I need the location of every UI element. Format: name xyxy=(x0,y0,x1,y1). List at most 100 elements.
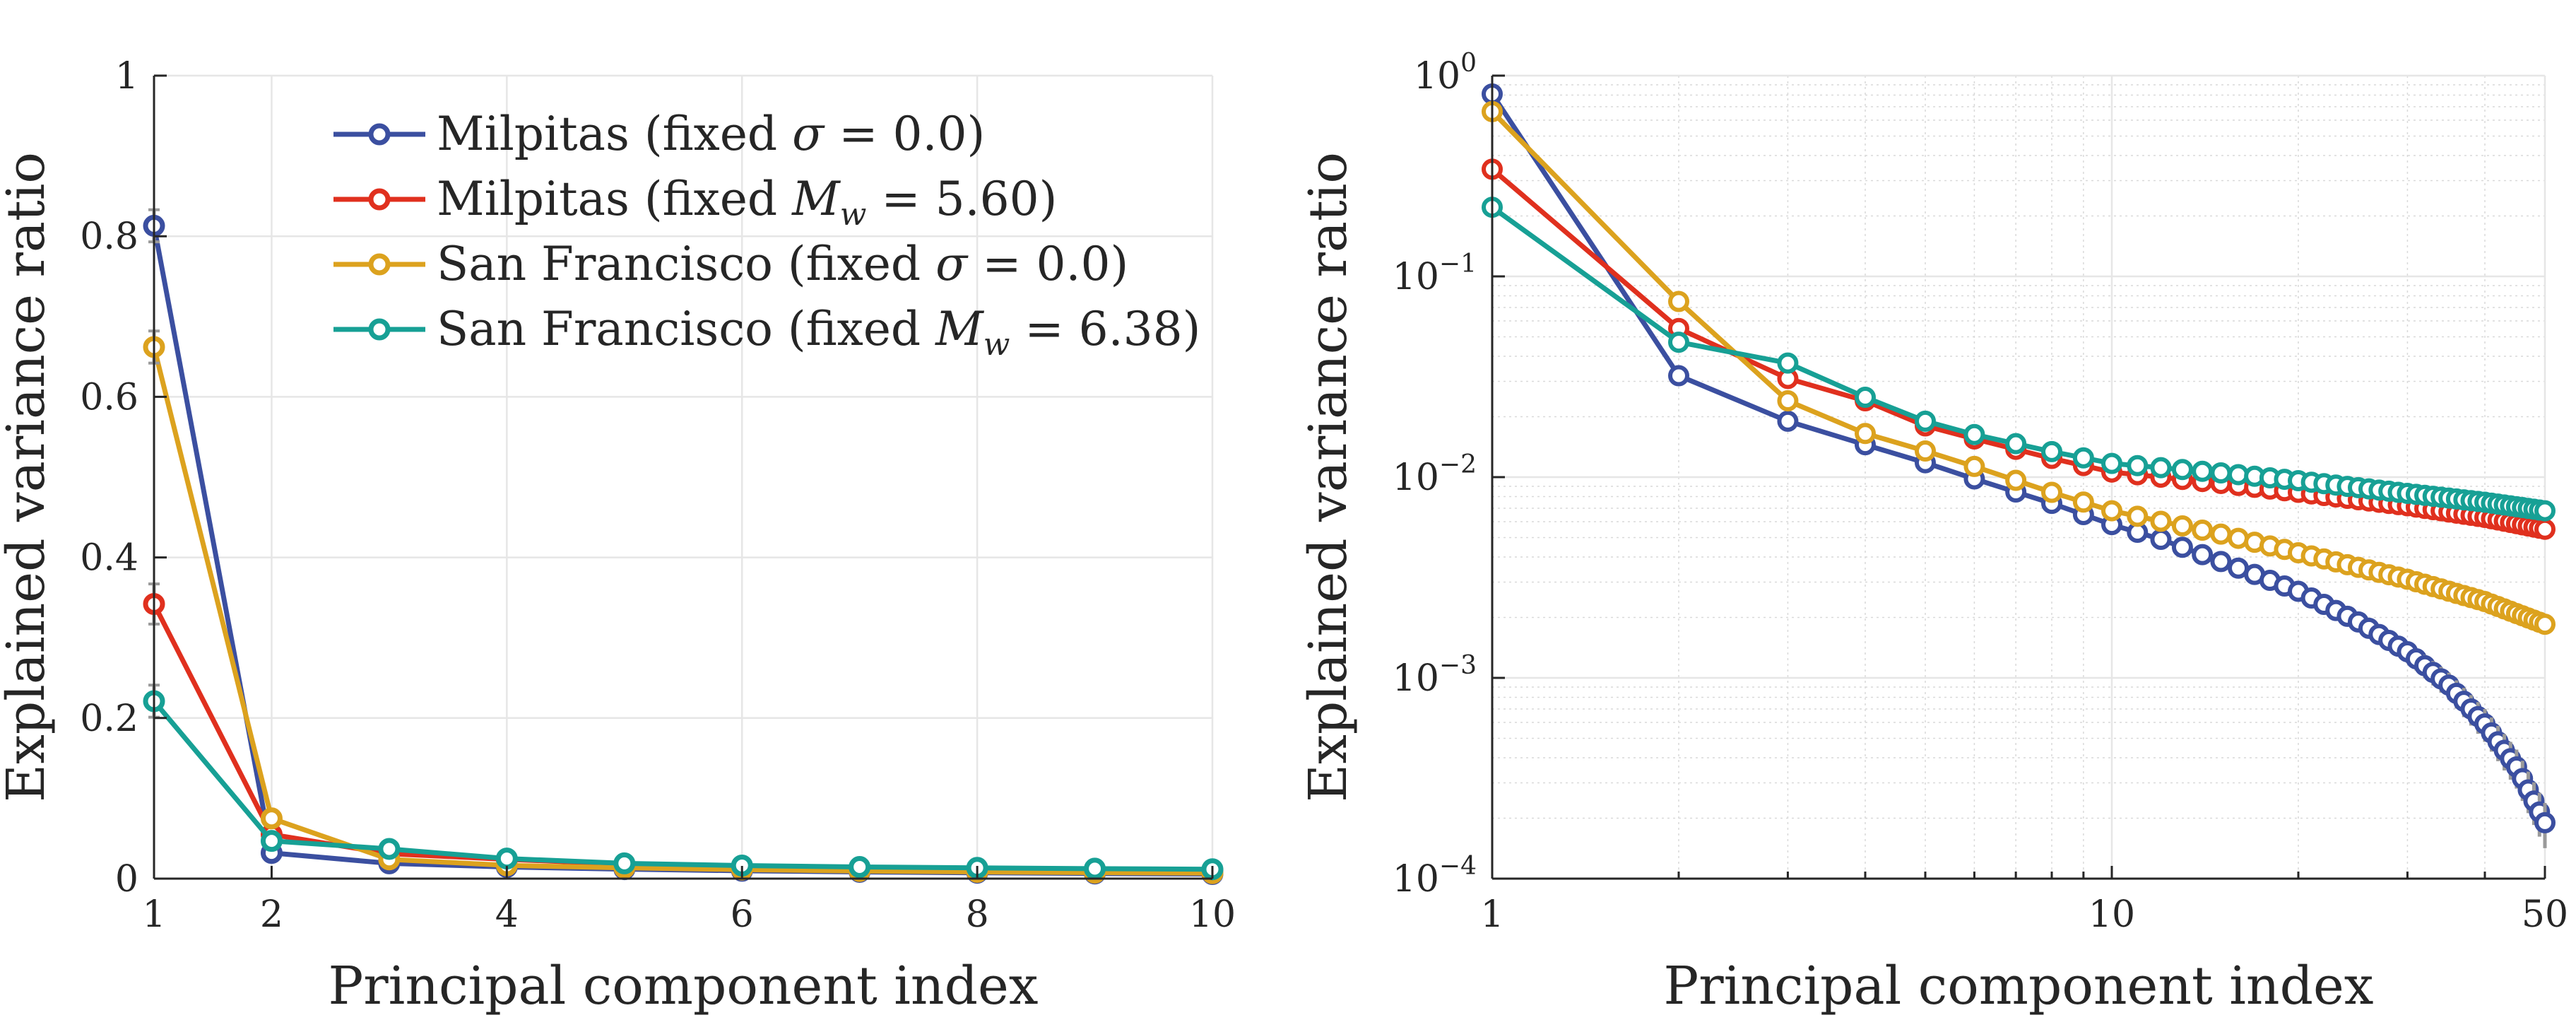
legend-marker xyxy=(368,253,391,276)
left-x-tick-label: 6 xyxy=(731,893,754,936)
right-y-tick-label: 10−1 xyxy=(1393,250,1477,298)
right-data-point xyxy=(1963,423,1985,445)
right-y-tick-label-exponent: −2 xyxy=(1439,450,1477,479)
right-y-tick-label: 10−4 xyxy=(1393,852,1477,901)
right-data-point xyxy=(1668,365,1690,387)
right-data-point xyxy=(1668,291,1690,312)
right-data-point xyxy=(2171,515,2193,537)
right-y-tick-label-base: 10 xyxy=(1393,858,1439,901)
right-data-point xyxy=(1963,455,1985,477)
legend-math-variable: σ xyxy=(792,107,825,161)
right-y-tick-label: 10−3 xyxy=(1393,651,1477,700)
right-data-point xyxy=(2150,528,2172,550)
left-x-tick-label: 10 xyxy=(1189,893,1236,936)
left-x-tick-label: 4 xyxy=(495,893,519,936)
left-data-point xyxy=(378,838,401,860)
left-x-tick-label: 1 xyxy=(142,893,165,936)
left-y-tick-label: 0.8 xyxy=(80,216,138,258)
left-series-line xyxy=(151,346,1213,876)
legend-text-part: San Francisco (fixed xyxy=(437,237,935,291)
left-ticks: 1 2 4 6 8 10 0 0.2 0.4 0.6 0.8 1 xyxy=(80,55,1236,936)
left-y-tick-label: 0 xyxy=(115,858,138,901)
right-data-point xyxy=(2072,447,2094,469)
right-data-point xyxy=(2210,462,2232,483)
right-y-tick-label-base: 10 xyxy=(1393,256,1439,298)
legend-text-part: = 0.0) xyxy=(824,107,985,161)
left-plot: 1 2 4 6 8 10 0 0.2 0.4 0.6 0.8 1 Principal componen… xyxy=(0,55,1236,1016)
right-series-line xyxy=(1490,205,2546,514)
right-y-tick-label-exponent: 0 xyxy=(1460,49,1477,78)
right-data-point xyxy=(1777,390,1799,412)
right-y-tick-label-base: 10 xyxy=(1393,457,1439,499)
left-data-point xyxy=(1084,857,1106,880)
legend-marker xyxy=(368,188,391,211)
left-x-axis-label: Principal component index xyxy=(329,956,1039,1016)
legend-entry-label: Milpitas (fixed σ = 0.0) xyxy=(437,107,985,161)
right-series-line xyxy=(1490,110,2546,627)
left-x-tick-label: 2 xyxy=(260,893,283,936)
right-data-point xyxy=(1855,386,1877,408)
left-data-point xyxy=(260,830,283,852)
legend-marker xyxy=(368,318,391,341)
legend-marker xyxy=(368,123,391,146)
right-data-point xyxy=(1914,440,1936,462)
right-data-point xyxy=(2210,551,2232,573)
legend-math-variable: σ xyxy=(935,237,969,291)
right-x-tick-label: 50 xyxy=(2522,893,2568,936)
left-y-tick-label: 0.4 xyxy=(80,537,138,580)
right-data-point xyxy=(2150,510,2172,532)
right-y-tick-label: 10−2 xyxy=(1393,450,1477,499)
right-data-point xyxy=(2127,505,2149,527)
legend-math-subscript: w xyxy=(840,197,867,233)
right-y-tick-label-base: 10 xyxy=(1393,657,1439,700)
right-data-point xyxy=(2101,500,2123,522)
legend-text-part: = 6.38) xyxy=(1010,302,1200,356)
right-data-point xyxy=(2005,433,2027,455)
right-data-point xyxy=(1777,352,1799,374)
right-data-point xyxy=(2041,481,2063,503)
left-y-tick-label: 1 xyxy=(115,55,138,98)
right-data-point xyxy=(1777,410,1799,432)
right-data-point xyxy=(1914,410,1936,432)
legend-entry-label: Milpitas (fixed Mw = 5.60) xyxy=(437,172,1057,233)
legend-math-subscript: w xyxy=(983,327,1010,363)
left-data-point xyxy=(613,852,636,874)
left-series-line xyxy=(152,699,1213,872)
right-series xyxy=(1482,83,2556,848)
legend-text-part: = 0.0) xyxy=(967,237,1128,291)
legend-entry-label: San Francisco (fixed σ = 0.0) xyxy=(437,237,1128,291)
right-data-point xyxy=(2534,811,2556,833)
right-data-point xyxy=(2534,614,2556,635)
legend-entry-label: San Francisco (fixed Mw = 6.38) xyxy=(437,302,1200,363)
legend-text-part: Milpitas (fixed xyxy=(437,172,792,226)
right-data-point xyxy=(2005,469,2027,491)
legend: Milpitas (fixed σ = 0.0)Milpitas (fixed … xyxy=(333,107,1200,363)
right-data-point xyxy=(2150,457,2172,479)
right-x-tick-label: 1 xyxy=(1480,893,1503,936)
right-data-point xyxy=(2210,523,2232,545)
right-y-tick-label: 100 xyxy=(1414,49,1477,98)
right-x-axis-label: Principal component index xyxy=(1664,956,2374,1016)
legend-math-variable: M xyxy=(935,302,984,356)
legend-text-part: = 5.60) xyxy=(866,172,1057,226)
legend-math-variable: M xyxy=(791,172,841,226)
right-data-point xyxy=(2171,459,2193,481)
right-data-point xyxy=(2171,537,2193,558)
right-x-tick-label: 10 xyxy=(2088,893,2135,936)
right-data-point xyxy=(2041,440,2063,462)
left-axes xyxy=(153,76,1212,880)
right-data-point xyxy=(1668,332,1690,353)
right-y-tick-label-exponent: −1 xyxy=(1439,250,1477,279)
right-data-point xyxy=(2192,520,2214,541)
right-y-tick-label-exponent: −3 xyxy=(1439,651,1477,680)
left-data-point xyxy=(495,848,518,870)
right-data-point xyxy=(1855,423,1877,445)
right-data-point xyxy=(2192,544,2214,565)
right-data-point xyxy=(2534,518,2556,540)
right-y-axis-label: Explained variance ratio xyxy=(1298,152,1359,802)
right-data-point xyxy=(2101,452,2123,474)
right-y-tick-label-exponent: −4 xyxy=(1439,852,1477,881)
right-data-point xyxy=(2192,460,2214,482)
